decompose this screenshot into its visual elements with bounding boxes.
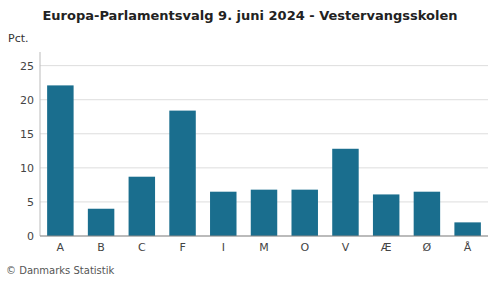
x-tick-label: F bbox=[179, 241, 185, 254]
grid-line bbox=[40, 133, 488, 134]
grid-line bbox=[40, 99, 488, 100]
x-tick-label: I bbox=[222, 241, 225, 254]
bar bbox=[373, 194, 399, 236]
bar bbox=[291, 190, 317, 236]
y-axis-line bbox=[40, 52, 41, 236]
y-tick-label: 5 bbox=[27, 196, 34, 209]
bar bbox=[210, 192, 236, 236]
y-axis-label: Pct. bbox=[8, 32, 29, 45]
x-tick-label: M bbox=[259, 241, 269, 254]
bar bbox=[454, 222, 480, 236]
x-tick-label: C bbox=[138, 241, 146, 254]
x-tick-label: Ø bbox=[423, 241, 432, 254]
y-tick-label: 10 bbox=[20, 162, 34, 175]
bar bbox=[169, 111, 195, 236]
x-tick-label: A bbox=[57, 241, 65, 254]
x-axis-line bbox=[40, 236, 488, 237]
bar bbox=[251, 190, 277, 236]
bar bbox=[47, 85, 73, 236]
y-tick-label: 15 bbox=[20, 128, 34, 141]
x-tick-label: V bbox=[342, 241, 350, 254]
bars bbox=[47, 85, 481, 236]
y-tick-label: 25 bbox=[20, 60, 34, 73]
footnote: © Danmarks Statistik bbox=[6, 265, 115, 276]
x-tick-label: O bbox=[300, 241, 309, 254]
bar bbox=[129, 177, 155, 236]
x-tick-label: Æ bbox=[381, 241, 392, 254]
bar bbox=[88, 209, 114, 236]
bar bbox=[332, 149, 358, 236]
title: Europa-Parlamentsvalg 9. juni 2024 - Ves… bbox=[42, 8, 457, 23]
chart-container: Europa-Parlamentsvalg 9. juni 2024 - Ves… bbox=[0, 0, 500, 282]
grid bbox=[40, 66, 488, 236]
grid-line bbox=[40, 167, 488, 168]
x-tick-label: B bbox=[97, 241, 105, 254]
grid-line bbox=[40, 236, 488, 237]
grid-line bbox=[40, 65, 488, 66]
y-tick-label: 20 bbox=[20, 94, 34, 107]
bar bbox=[414, 192, 440, 236]
chart: Europa-Parlamentsvalg 9. juni 2024 - Ves… bbox=[0, 0, 500, 282]
x-tick-label: Å bbox=[464, 241, 472, 254]
y-tick-label: 0 bbox=[27, 230, 34, 243]
